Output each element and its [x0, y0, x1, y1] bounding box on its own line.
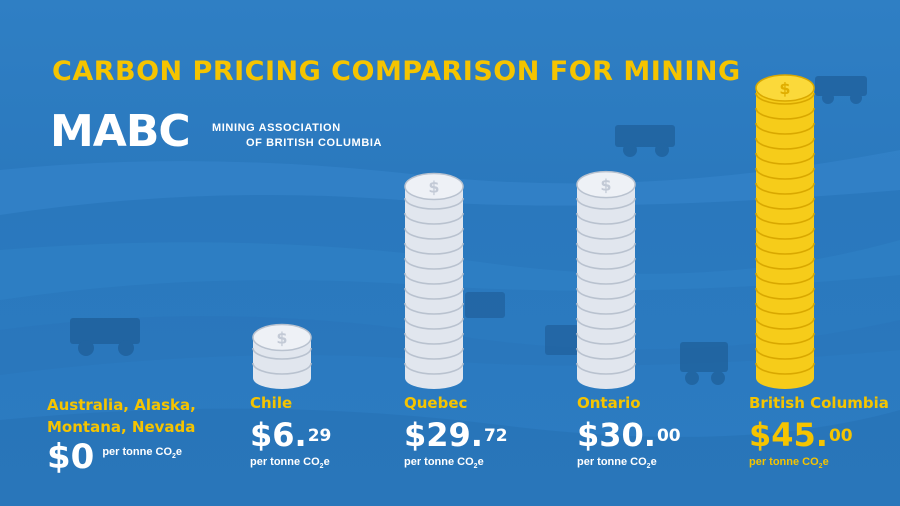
label-australia-group: Australia, Alaska, Montana, Nevada $0 pe…: [47, 394, 196, 474]
unit-label: per tonne CO2e: [577, 456, 657, 471]
region-label: British Columbia: [749, 394, 889, 412]
haul-truck-icon: [615, 125, 675, 157]
logo-line-2: OF BRITISH COLUMBIA: [246, 137, 383, 149]
label-british-columbia: British Columbia $45.00 per tonne CO2e: [749, 394, 889, 470]
dollar-coin-icon: $: [276, 328, 287, 347]
unit-label: per tonne CO2e: [102, 446, 183, 461]
price-label: $0: [47, 437, 95, 477]
haul-truck-icon: [815, 76, 867, 104]
region-label: Chile: [250, 394, 293, 412]
unit-label: per tonne CO2e: [749, 456, 829, 471]
haul-truck-icon: [70, 318, 140, 356]
loader-icon: [680, 342, 728, 385]
region-label: Montana, Nevada: [47, 418, 196, 436]
label-chile: Chile $6.29 per tonne CO2e: [250, 394, 331, 470]
logo-mark: MABC: [50, 106, 191, 157]
unit-label: per tonne CO2e: [404, 456, 484, 471]
label-quebec: Quebec $29.72 per tonne CO2e: [404, 394, 508, 470]
mabc-logo: MABC MINING ASSOCIATION OF BRITISH COLUM…: [50, 108, 390, 156]
page-title: CARBON PRICING COMPARISON FOR MINING: [52, 56, 741, 87]
region-label: Quebec: [404, 394, 468, 412]
region-label: Australia, Alaska,: [47, 396, 196, 414]
loader-icon: [465, 292, 579, 355]
logo-line-1: MINING ASSOCIATION: [212, 122, 341, 134]
unit-label: per tonne CO2e: [250, 456, 330, 471]
price-label: $45.00: [749, 416, 853, 454]
coin-stack-bar: [404, 172, 464, 389]
dollar-coin-icon: $: [600, 176, 611, 195]
region-label: Ontario: [577, 394, 641, 412]
price-label: $30.00: [577, 416, 681, 454]
dollar-coin-icon: $: [779, 79, 790, 98]
label-ontario: Ontario $30.00 per tonne CO2e: [577, 394, 681, 470]
coin-stack-bar: [755, 74, 815, 389]
price-label: $6.29: [250, 416, 332, 454]
coin-stack-bar: [252, 323, 312, 389]
price-label: $29.72: [404, 416, 508, 454]
coin-stack-bar: [576, 170, 636, 389]
dollar-coin-icon: $: [428, 177, 439, 196]
